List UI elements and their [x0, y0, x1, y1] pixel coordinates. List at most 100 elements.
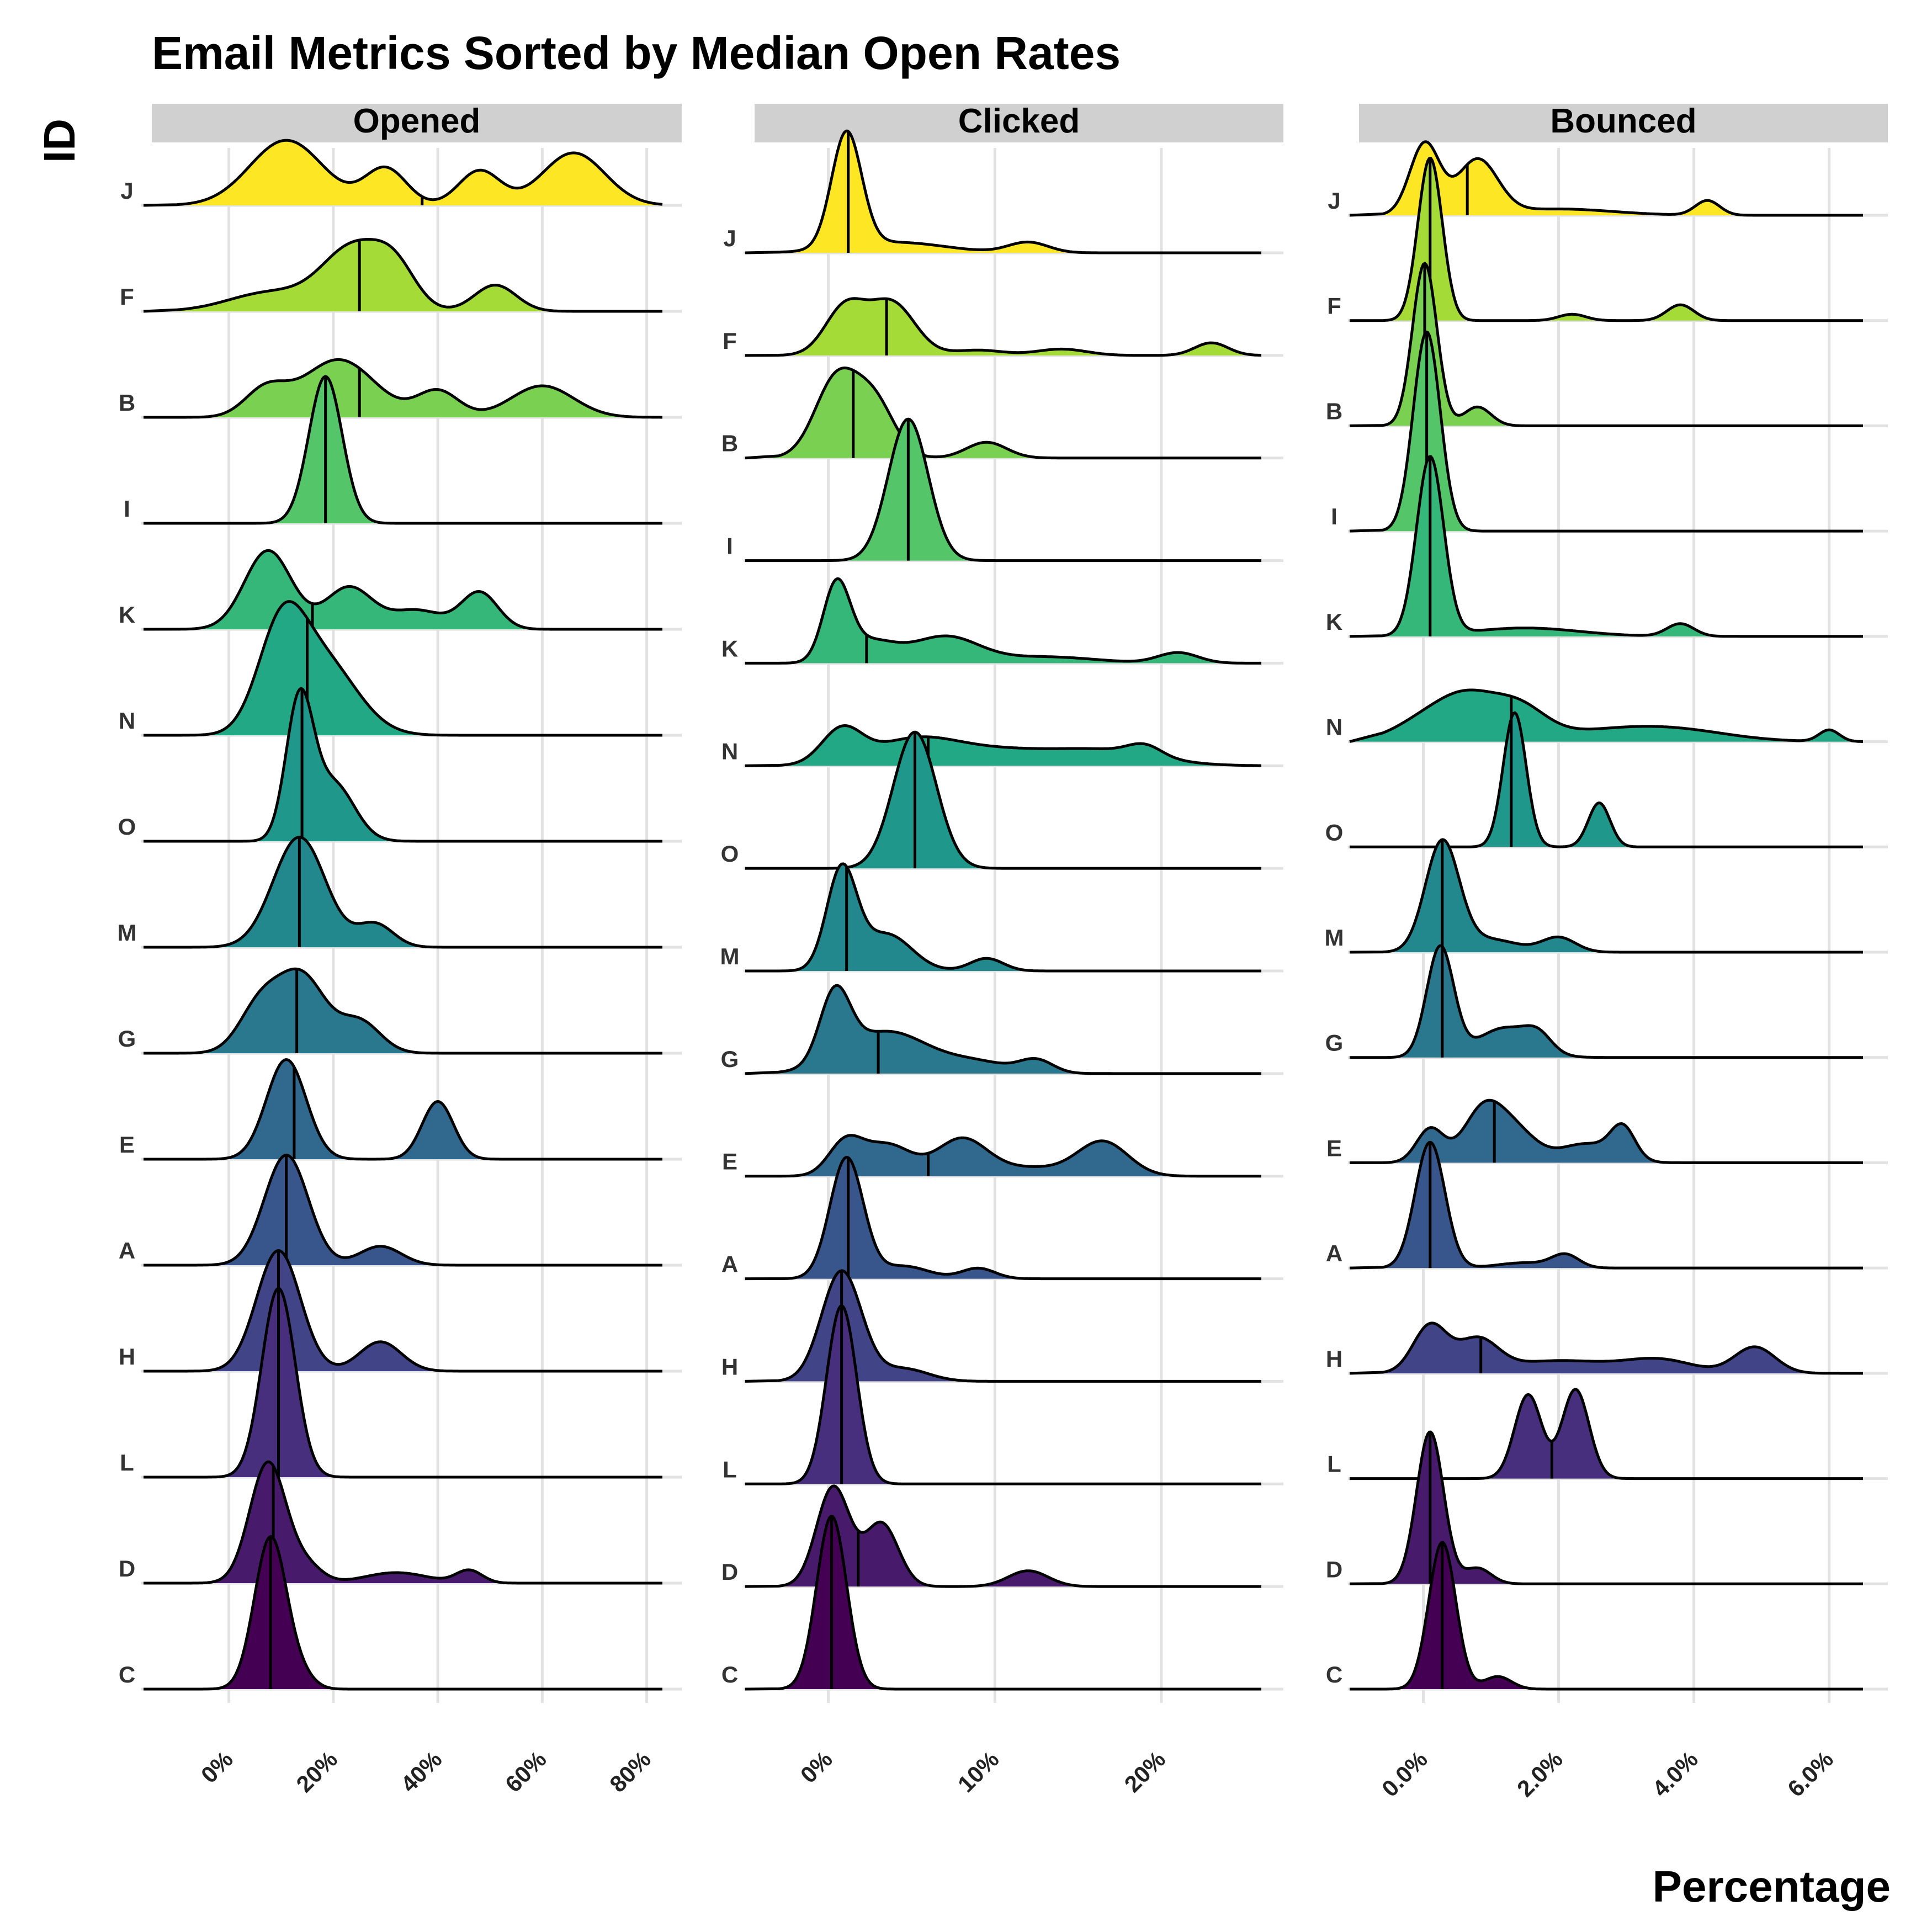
- y-tick-label-opened: J: [120, 178, 133, 204]
- ridge-fill-opened-f: [144, 239, 662, 311]
- y-tick-label-opened: I: [124, 496, 130, 522]
- ridge-outline-opened-c: [144, 1535, 662, 1691]
- y-tick-label-bounced: J: [1328, 188, 1340, 214]
- ridge-outline-bounced-m: [1349, 838, 1863, 954]
- ridge-fill-bounced-a: [1350, 1142, 1863, 1268]
- strip-opened-label: Opened: [353, 102, 481, 140]
- y-tick-label-clicked: A: [721, 1251, 738, 1277]
- ridge-fill-clicked-f: [745, 298, 1261, 355]
- y-tick-label-opened: M: [118, 920, 137, 946]
- ridge-fill-opened-e: [144, 1059, 662, 1159]
- x-tick-label-bounced: 2.0%: [1512, 1746, 1568, 1802]
- strip-bounced-bg: [1359, 104, 1888, 142]
- y-tick-label-clicked: K: [721, 635, 738, 661]
- y-tick-label-bounced: C: [1326, 1662, 1342, 1687]
- x-axis-title: Percentage: [1653, 1862, 1891, 1911]
- y-axis-title: ID: [35, 119, 84, 163]
- x-tick-label-opened: 60%: [500, 1746, 551, 1797]
- ridge-outline-clicked-f: [745, 297, 1262, 357]
- y-tick-label-bounced: F: [1327, 293, 1341, 319]
- x-tick-label-clicked: 10%: [953, 1746, 1004, 1797]
- ridge-fill-bounced-o: [1350, 713, 1863, 847]
- ridge-outline-clicked-k: [745, 577, 1261, 665]
- y-tick-label-bounced: I: [1331, 503, 1337, 529]
- y-tick-label-clicked: F: [723, 328, 737, 354]
- y-tick-label-bounced: K: [1326, 609, 1342, 635]
- y-tick-label-clicked: G: [721, 1046, 739, 1072]
- ridge-outline-clicked-c: [745, 1515, 1261, 1691]
- ridge-outline-clicked-n: [745, 724, 1261, 767]
- ridge-fill-opened-a: [144, 1155, 662, 1265]
- x-tick-label-bounced: 4.0%: [1647, 1746, 1703, 1802]
- ridge-outline-opened-o: [144, 687, 662, 843]
- ridge-outline-bounced-l: [1349, 1388, 1863, 1480]
- axis-label-layer: 0% 20% 40% 60% 80% C D L H A E G M O N K I B F J 0% 10% 20% C D L…: [118, 178, 1839, 1802]
- ridge-fill-bounced-i: [1350, 332, 1863, 532]
- ridge-outline-clicked-i: [745, 417, 1261, 562]
- ridge-outline-bounced-n: [1349, 688, 1863, 743]
- y-tick-label-bounced: D: [1326, 1556, 1342, 1582]
- y-tick-label-clicked: E: [722, 1149, 737, 1175]
- ridge-outline-opened-e: [144, 1058, 662, 1161]
- x-tick-label-opened: 80%: [604, 1746, 656, 1797]
- ridge-fill-bounced-k: [1350, 456, 1863, 636]
- ridge-outline-bounced-a: [1349, 1140, 1863, 1270]
- chart-title: Email Metrics Sorted by Median Open Rate…: [152, 27, 1121, 79]
- ridge-outline-clicked-m: [745, 862, 1261, 973]
- y-tick-label-clicked: N: [721, 738, 738, 764]
- ridge-fill-bounced-b: [1350, 263, 1863, 426]
- x-tick-label-bounced: 0.0%: [1377, 1746, 1432, 1802]
- ridge-fill-opened-n: [144, 601, 662, 735]
- y-tick-label-bounced: M: [1325, 925, 1344, 951]
- ridge-fill-clicked-a: [745, 1157, 1261, 1279]
- ridge-outline-clicked-h: [745, 1269, 1261, 1383]
- ridge-outline-opened-j: [143, 139, 663, 207]
- x-tick-label-opened: 20%: [291, 1746, 343, 1797]
- ridge-outline-clicked-j: [745, 129, 1261, 254]
- ridge-outline-clicked-e: [745, 1134, 1261, 1178]
- ridge-fill-opened-o: [144, 688, 662, 841]
- y-tick-label-clicked: L: [723, 1456, 737, 1482]
- ridge-fill-opened-l: [144, 1288, 662, 1477]
- ridge-outline-bounced-b: [1349, 262, 1863, 427]
- y-tick-label-bounced: B: [1326, 398, 1342, 424]
- ridge-outline-bounced-j: [1349, 140, 1863, 217]
- ridge-outline-clicked-a: [745, 1155, 1261, 1281]
- ridge-fill-clicked-d: [745, 1485, 1261, 1587]
- ridge-fill-bounced-n: [1350, 690, 1863, 742]
- ridge-outline-opened-h: [144, 1249, 662, 1373]
- y-tick-label-opened: C: [119, 1662, 135, 1687]
- ridge-fill-clicked-h: [745, 1270, 1261, 1382]
- strip-bounced-label: Bounced: [1550, 102, 1696, 140]
- ridge-fill-opened-m: [144, 837, 662, 947]
- y-tick-label-opened: A: [119, 1238, 135, 1264]
- ridge-fill-clicked-e: [745, 1135, 1261, 1176]
- ridge-outline-opened-k: [143, 549, 662, 631]
- ridge-fill-bounced-e: [1350, 1100, 1863, 1163]
- ridge-fill-opened-j: [144, 140, 662, 205]
- ridge-fill-bounced-d: [1350, 1432, 1863, 1584]
- ridge-fill-bounced-j: [1350, 141, 1863, 215]
- x-tick-label-opened: 40%: [396, 1746, 447, 1797]
- ridge-outline-bounced-f: [1349, 157, 1863, 322]
- ridge-fill-clicked-j: [745, 131, 1261, 253]
- ridge-fill-clicked-b: [745, 368, 1261, 458]
- y-tick-label-opened: O: [118, 814, 136, 840]
- ridge-outline-clicked-l: [745, 1304, 1261, 1485]
- y-tick-label-clicked: D: [721, 1559, 738, 1585]
- y-tick-label-opened: G: [118, 1026, 136, 1052]
- y-tick-label-bounced: A: [1326, 1240, 1342, 1266]
- ridge-fill-opened-d: [144, 1462, 662, 1583]
- ridge-outline-opened-m: [144, 836, 662, 949]
- strip-clicked-label: Clicked: [958, 102, 1080, 140]
- grid-layer: [141, 148, 1888, 1703]
- y-tick-label-bounced: N: [1326, 714, 1342, 740]
- y-tick-label-clicked: O: [721, 841, 739, 867]
- facet-strips: Opened Clicked Bounced: [152, 102, 1888, 142]
- y-tick-label-clicked: C: [721, 1662, 738, 1687]
- ridge-outline-bounced-i: [1349, 330, 1863, 533]
- ridge-outline-clicked-b: [745, 367, 1261, 460]
- ridge-fill-clicked-g: [745, 985, 1261, 1074]
- ridge-outline-opened-n: [144, 600, 662, 737]
